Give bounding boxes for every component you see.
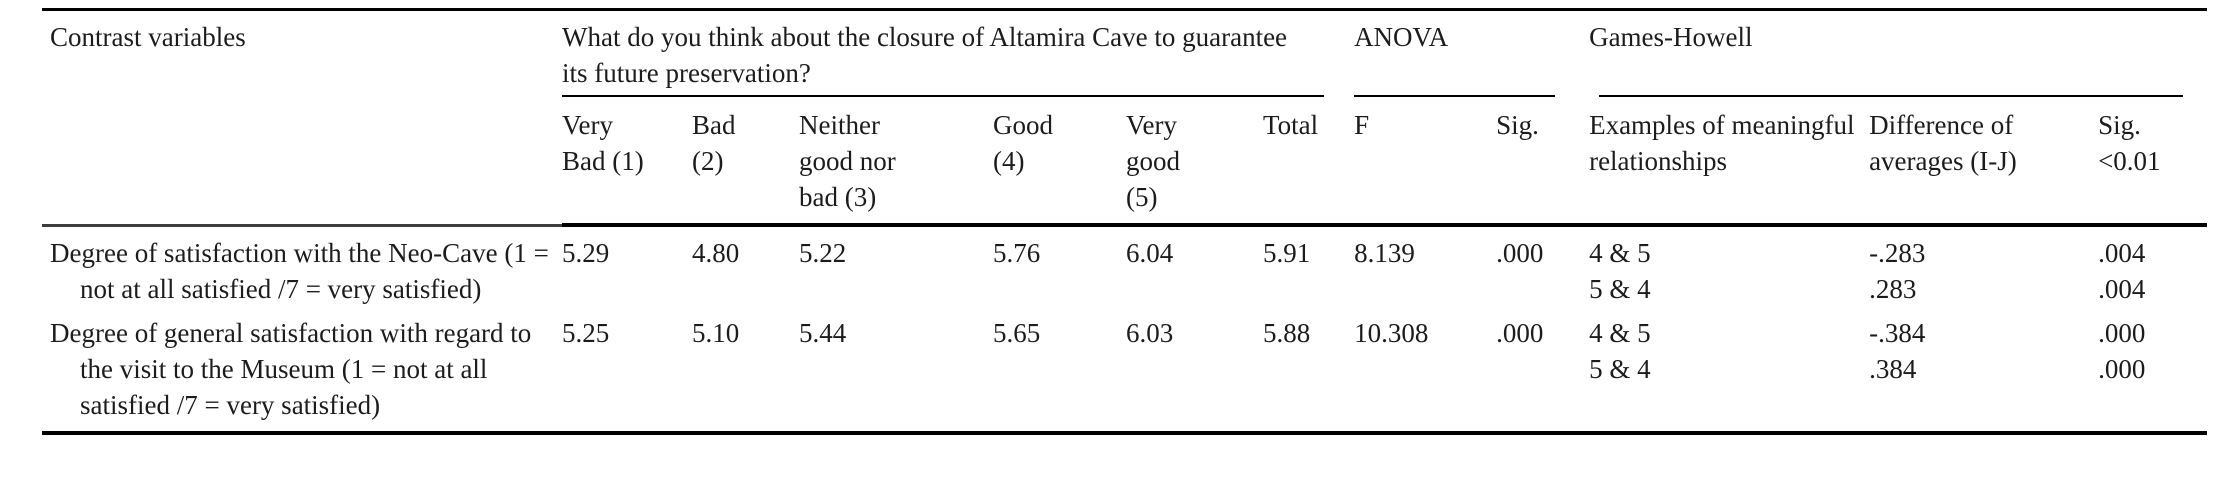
cell-anova-f: 10.308: [1354, 307, 1497, 435]
gh-relationship-line: 5 & 4: [1589, 274, 1651, 304]
cell-very-bad: 5.25: [562, 307, 692, 435]
row-label: Degree of satisfaction with the Neo-Cave…: [50, 237, 549, 304]
column-header-total: Total: [1263, 97, 1355, 227]
cell-gh-sig: .000 .000: [2098, 307, 2208, 435]
cell-gh-sig: .004 .004: [2098, 225, 2207, 307]
gh-difference-line: -.283: [1869, 238, 1926, 268]
cell-total: 5.91: [1263, 238, 1311, 268]
table-row-neo-cave: Degree of satisfaction with the Neo-Cave…: [42, 225, 2207, 307]
gh-relationship-line: 5 & 4: [1589, 354, 1651, 384]
gh-sig-line: .000: [2098, 354, 2146, 384]
column-header-difference: Difference of averages (I-J): [1869, 97, 2099, 227]
gh-sig-line: .004: [2098, 238, 2146, 268]
column-header-neither: Neither good nor bad (3): [799, 97, 993, 227]
gh-relationship-line: 4 & 5: [1589, 238, 1651, 268]
cell-very-good: 6.04: [1126, 238, 1174, 268]
cell-bad: 4.80: [692, 238, 740, 268]
column-header-f: F: [1354, 97, 1497, 227]
cell-anova-sig: .000: [1496, 238, 1544, 268]
question-group-label: What do you think about the closure of A…: [562, 22, 1288, 88]
table-row-museum: Degree of general satisfaction with rega…: [42, 307, 2208, 435]
gh-difference-line: .283: [1869, 274, 1917, 304]
gh-difference-line: .384: [1869, 354, 1917, 384]
column-header-bad: Bad (2): [692, 97, 799, 227]
gh-sig-line: .004: [2098, 274, 2146, 304]
statistics-table-container: Contrast variables What do you think abo…: [42, 8, 2208, 435]
cell-good: 5.76: [993, 238, 1041, 268]
cell-gh-differences: -.283 .283: [1869, 225, 2098, 307]
cell-neither: 5.22: [799, 238, 847, 268]
cell-anova-f: 8.139: [1354, 238, 1415, 268]
column-header-sig-001: Sig. <0.01: [2098, 97, 2208, 227]
games-howell-group-header: Games-Howell: [1589, 10, 2207, 98]
column-header-row: Very Bad (1) Bad (2) Neither good nor ba…: [42, 97, 2208, 227]
group-header-row: Contrast variables What do you think abo…: [42, 9, 2207, 227]
contrast-variables-header: Contrast variables: [42, 9, 562, 227]
cell-gh-relationships: 4 & 5 5 & 4: [1589, 225, 1869, 307]
cell-anova-sig: .000: [1496, 307, 1590, 435]
cell-neither: 5.44: [799, 307, 993, 435]
question-group-header: What do you think about the closure of A…: [562, 10, 1354, 98]
column-header-sig: Sig.: [1496, 97, 1590, 227]
column-header-very-bad: Very Bad (1): [562, 97, 692, 227]
column-header-relationships: Examples of meaningful relationships: [1589, 97, 1870, 227]
gh-sig-line: .000: [2098, 318, 2146, 348]
anova-group-header: ANOVA: [1354, 10, 1589, 98]
cell-gh-relationships: 4 & 5 5 & 4: [1589, 307, 1870, 435]
cell-very-good: 6.03: [1126, 307, 1263, 435]
cell-gh-differences: -.384 .384: [1869, 307, 2099, 435]
cell-total: 5.88: [1263, 307, 1355, 435]
cell-good: 5.65: [993, 307, 1126, 435]
column-header-good: Good (4): [993, 97, 1126, 227]
cell-bad: 5.10: [692, 307, 799, 435]
gh-relationship-line: 4 & 5: [1589, 318, 1651, 348]
gh-difference-line: -.384: [1869, 318, 1926, 348]
cell-very-bad: 5.29: [562, 238, 610, 268]
anova-games-howell-table: Contrast variables What do you think abo…: [42, 8, 2208, 435]
row-label: Degree of general satisfaction with rega…: [42, 307, 562, 435]
column-header-very-good: Very good (5): [1126, 97, 1263, 227]
